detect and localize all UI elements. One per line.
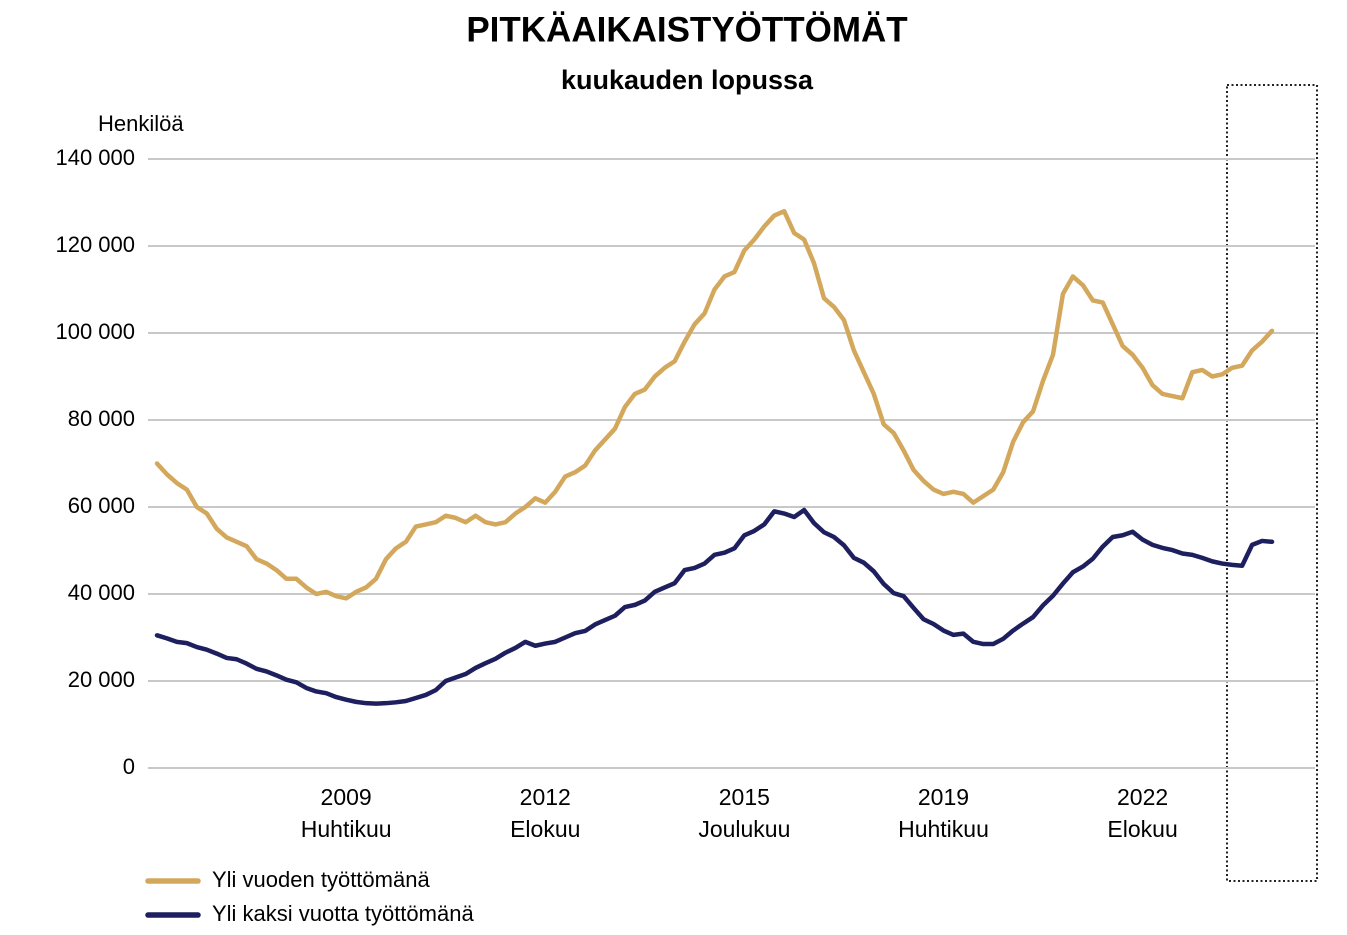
x-tick-label: 2012 Elokuu <box>510 784 581 842</box>
chart-title: PITKÄAIKAISTYÖTTÖMÄT <box>466 10 907 49</box>
y-tick-label: 120 000 <box>55 232 135 257</box>
y-tick-label: 0 <box>123 754 135 779</box>
y-axis-label: Henkilöä <box>98 111 184 136</box>
y-tick-label: 100 000 <box>55 319 135 344</box>
y-tick-label: 20 000 <box>68 667 135 692</box>
legend-label: Yli vuoden työttömänä <box>212 867 430 892</box>
x-tick-label: 2015 Joulukuu <box>698 784 791 842</box>
y-tick-label: 80 000 <box>68 406 135 431</box>
y-tick-label: 140 000 <box>55 145 135 170</box>
y-tick-label: 60 000 <box>68 493 135 518</box>
x-tick-label: 2022 Elokuu <box>1107 784 1178 842</box>
y-tick-label: 40 000 <box>68 580 135 605</box>
x-tick-label: 2019 Huhtikuu <box>898 784 989 842</box>
highlight-box <box>1226 84 1318 882</box>
data-line <box>154 507 1275 706</box>
legend-label: Yli kaksi vuotta työttömänä <box>212 901 474 926</box>
data-line <box>154 208 1275 601</box>
x-tick-label: 2009 Huhtikuu <box>300 784 392 842</box>
chart-subtitle: kuukauden lopussa <box>561 65 814 95</box>
